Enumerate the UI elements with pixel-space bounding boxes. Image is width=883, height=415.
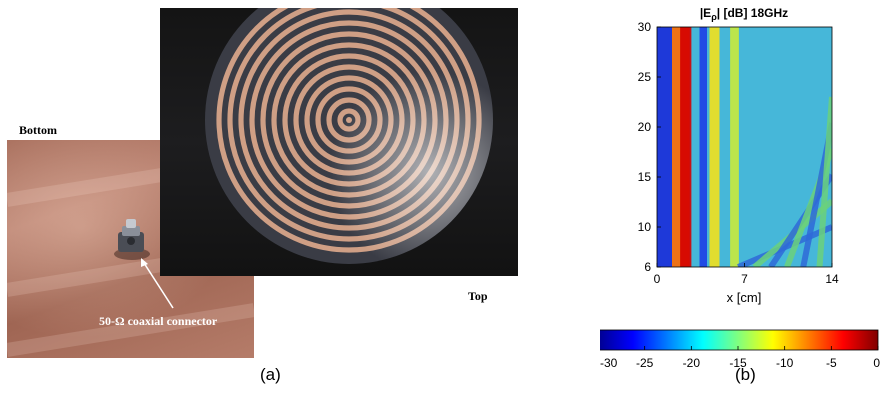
x-tick-label: 7	[741, 272, 748, 286]
colorbar-tick-label: 0	[873, 356, 880, 370]
heatmap-plot	[657, 27, 832, 267]
field-band	[657, 27, 672, 267]
colorbar-tick-label: -30	[600, 356, 618, 370]
y-tick-label: 6	[644, 260, 651, 274]
field-stripe	[816, 96, 832, 267]
top-photo	[160, 8, 518, 276]
ring-antenna	[205, 8, 493, 264]
colorbar	[600, 329, 879, 351]
field-band	[730, 27, 739, 267]
top-label: Top	[468, 289, 488, 303]
y-tick-label: 30	[638, 20, 652, 34]
caption-b: (b)	[735, 365, 756, 384]
y-tick-label: 25	[638, 70, 652, 84]
field-band	[699, 27, 707, 267]
bottom-label: Bottom	[19, 123, 57, 137]
x-tick-label: 0	[654, 272, 661, 286]
y-tick-label: 20	[638, 120, 652, 134]
colorbar-tick-label: -5	[826, 356, 837, 370]
field-band	[709, 27, 720, 267]
caption-a: (a)	[260, 365, 281, 384]
connector-label: 50-Ω coaxial connector	[99, 314, 218, 328]
field-band	[680, 27, 692, 267]
colorbar-tick-label: -20	[683, 356, 701, 370]
plot-title: |Eρ| [dB] 18GHz	[700, 6, 788, 22]
y-tick-label: 10	[638, 220, 652, 234]
y-tick-label: 15	[638, 170, 652, 184]
colorbar-tick-label: -25	[636, 356, 654, 370]
colorbar-tick-label: -10	[776, 356, 794, 370]
x-axis-label: x [cm]	[727, 290, 762, 305]
colorbar-tick-label: -15	[729, 356, 747, 370]
x-tick-label: 14	[825, 272, 839, 286]
